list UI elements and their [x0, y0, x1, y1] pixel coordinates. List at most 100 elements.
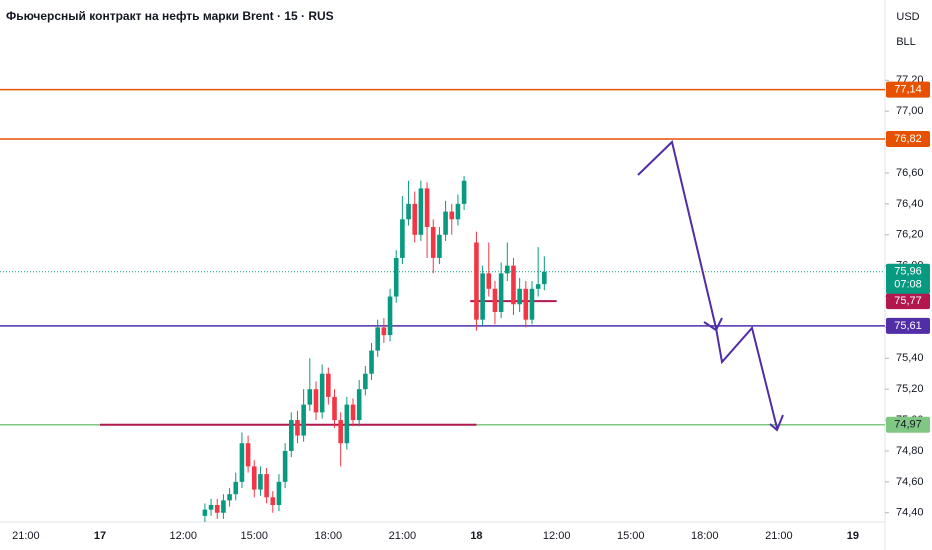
x-tick-label: 21:00 [389, 530, 417, 542]
candle-body [542, 271, 547, 285]
candle-body [356, 389, 362, 421]
candle-body [412, 203, 418, 235]
candle-body [313, 389, 319, 413]
candle-body [474, 242, 479, 320]
chart-title: Фьючерсный контракт на нефть марки Brent… [6, 9, 334, 23]
candle-body [418, 188, 424, 235]
candle-body [535, 284, 541, 289]
y-tick-label: 76,20 [896, 229, 924, 241]
x-tick-label: 15:00 [617, 530, 645, 542]
candle-body [338, 420, 343, 444]
candle-body [202, 509, 208, 516]
projection-path [637, 140, 778, 429]
candle-body [443, 211, 448, 235]
candle-body [332, 396, 337, 421]
level-tag [886, 130, 930, 147]
candle-body [227, 494, 232, 501]
y-tick-label: 74,40 [896, 507, 924, 519]
y-tick-label: 74,60 [896, 476, 924, 488]
candle-body [430, 227, 436, 258]
candle-body [319, 373, 325, 413]
y-tick-label: 75,40 [896, 352, 924, 364]
level-tag-label: 76,82 [894, 133, 922, 145]
candle-body [461, 180, 467, 204]
segment-tag [886, 293, 930, 310]
level-tag-label: 74,97 [894, 419, 922, 431]
levels [0, 88, 885, 426]
candle-body [449, 211, 455, 220]
last-price-tag [886, 263, 930, 294]
candle-body [517, 288, 522, 305]
candle-body [301, 404, 306, 436]
y-tick-label: 76,40 [896, 198, 924, 210]
candle-body [369, 350, 374, 374]
y-tick-label: 76,60 [896, 167, 924, 179]
candle-body [326, 373, 331, 397]
last-price-label: 75,96 [894, 266, 922, 278]
candle-body [350, 404, 356, 421]
segment-tag-label: 75,77 [894, 295, 922, 307]
candle-body [245, 443, 251, 467]
candle-body [400, 219, 405, 258]
candle-body [363, 373, 368, 390]
x-tick-label: 18:00 [691, 530, 719, 542]
candle-body [437, 234, 442, 258]
x-tick-label: 15:00 [241, 530, 269, 542]
candle-body [523, 288, 529, 320]
level-tag [886, 81, 930, 98]
candle-body [492, 288, 498, 312]
y-tick-label: 75,20 [896, 383, 924, 395]
candle-body [282, 450, 288, 482]
level-tag-label: 77,14 [894, 83, 922, 95]
candle-body [393, 257, 399, 297]
candle-body [511, 265, 516, 305]
level-tag-label: 75,61 [894, 320, 922, 332]
x-tick-label: 18:00 [315, 530, 343, 542]
level-tag [886, 416, 930, 433]
candles [202, 176, 547, 522]
candle-body [264, 474, 269, 498]
candle-body [233, 481, 239, 495]
currency[interactable]: USD [896, 11, 919, 23]
x-tick-label: 21:00 [765, 530, 793, 542]
candle-body [344, 404, 350, 444]
candle-body [375, 327, 380, 351]
arrowhead [769, 414, 784, 432]
x-tick-label: 12:00 [170, 530, 198, 542]
x-tick-label: 12:00 [543, 530, 571, 542]
candle-body [529, 288, 535, 320]
candle-body [498, 273, 504, 312]
x-tick-label: 19 [847, 530, 859, 542]
projection-drawing [637, 140, 784, 432]
candle-body [424, 188, 430, 228]
unit[interactable]: BLL [896, 36, 916, 48]
candle-body [480, 273, 485, 320]
candle-body [307, 389, 313, 405]
y-tick-label: 74,80 [896, 445, 924, 457]
countdown: 07:08 [894, 279, 922, 291]
candle-body [381, 327, 387, 336]
x-tick-label: 18 [470, 530, 482, 542]
candle-body [486, 273, 492, 289]
candle-body [258, 474, 263, 490]
x-tick-label: 21:00 [12, 530, 40, 542]
y-tick-label: 77,00 [896, 105, 924, 117]
candle-body [295, 420, 300, 436]
candle-body [214, 505, 220, 513]
candle-body [505, 265, 510, 274]
candle-body [270, 497, 276, 506]
candle-body [455, 203, 461, 220]
level-tag [886, 317, 930, 334]
candle-body [251, 466, 257, 490]
candle-body [387, 296, 393, 336]
candle-body [208, 505, 214, 510]
arrowhead [703, 317, 723, 332]
candle-body [288, 420, 294, 451]
x-tick-label: 17 [94, 530, 106, 542]
candle-body [406, 203, 411, 220]
candle-body [239, 443, 245, 482]
